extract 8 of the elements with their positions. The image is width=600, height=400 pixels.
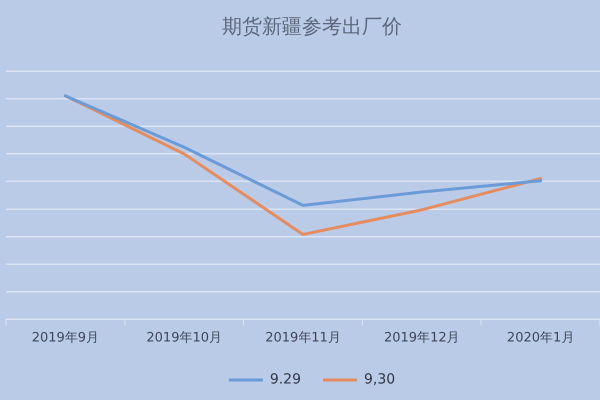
x-tick-label: 2019年10月 xyxy=(146,330,222,346)
x-tick-label: 2019年11月 xyxy=(265,330,341,346)
x-tick-label: 2020年1月 xyxy=(506,330,574,346)
x-tick-label: 2019年12月 xyxy=(384,330,460,346)
legend-label: 9,30 xyxy=(364,372,396,388)
x-tick-label: 2019年9月 xyxy=(32,330,100,346)
chart-title: 期货新疆参考出厂价 xyxy=(222,14,402,38)
legend-label: 9.29 xyxy=(270,372,301,388)
